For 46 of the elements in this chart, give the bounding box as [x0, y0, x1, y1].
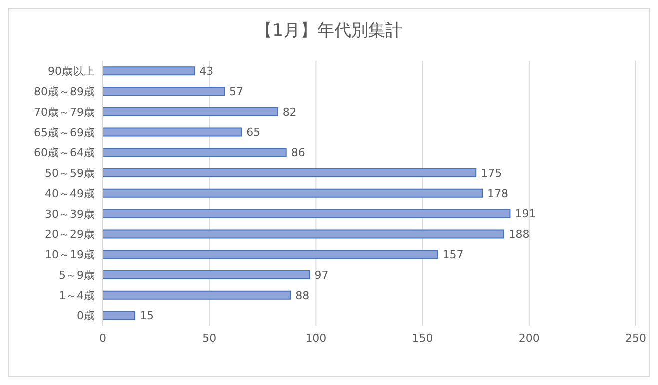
x-tick-label: 250	[626, 332, 646, 345]
x-tick-label: 50	[202, 332, 217, 345]
data-label: 97	[314, 268, 329, 282]
y-tick-label: 70歳～79歳	[34, 106, 95, 119]
bar	[103, 87, 226, 96]
y-tick-label: 10～19歳	[45, 248, 95, 262]
data-label: 175	[481, 166, 502, 180]
bar	[103, 188, 483, 198]
y-tick-label: 1～4歳	[59, 289, 95, 302]
data-label: 65	[246, 126, 261, 140]
data-label: 157	[442, 248, 464, 262]
y-tick-label: 5～9歳	[59, 268, 95, 282]
x-tick-label: 150	[412, 332, 434, 345]
data-label: 88	[296, 289, 310, 302]
y-tick-label: 40～49歳	[45, 187, 95, 200]
y-tick-label: 30～39歳	[45, 208, 95, 221]
y-tick-label: 20～29歳	[45, 228, 95, 242]
data-label: 191	[515, 208, 536, 221]
bar	[103, 250, 438, 260]
data-label: 43	[200, 65, 214, 78]
data-label: 15	[140, 310, 154, 323]
bar	[103, 311, 136, 320]
bar	[103, 230, 504, 239]
bar	[103, 290, 292, 300]
data-label: 86	[291, 146, 306, 160]
data-label: 82	[282, 106, 297, 119]
bar	[103, 168, 477, 178]
x-tick-label: 100	[306, 332, 327, 345]
y-tick-label: 50～59歳	[45, 167, 95, 180]
y-tick-label: 80歳～89歳	[34, 85, 95, 98]
y-tick-label: 0歳	[77, 310, 95, 323]
bar	[103, 270, 310, 280]
bar	[103, 66, 196, 76]
y-tick-label: 65歳～69歳	[34, 126, 95, 140]
bar	[103, 107, 278, 116]
data-label: 178	[487, 187, 508, 200]
bar	[103, 209, 511, 218]
data-label: 57	[230, 85, 244, 98]
bar	[103, 148, 287, 158]
bar	[103, 128, 242, 137]
y-tick-label: 60歳～64歳	[34, 146, 95, 160]
data-label: 188	[508, 228, 530, 242]
chart-title: 【1月】年代別集計	[254, 20, 404, 43]
x-tick-label: 200	[518, 332, 540, 345]
x-tick-label: 0	[100, 332, 106, 345]
y-tick-label: 90歳以上	[48, 65, 95, 78]
